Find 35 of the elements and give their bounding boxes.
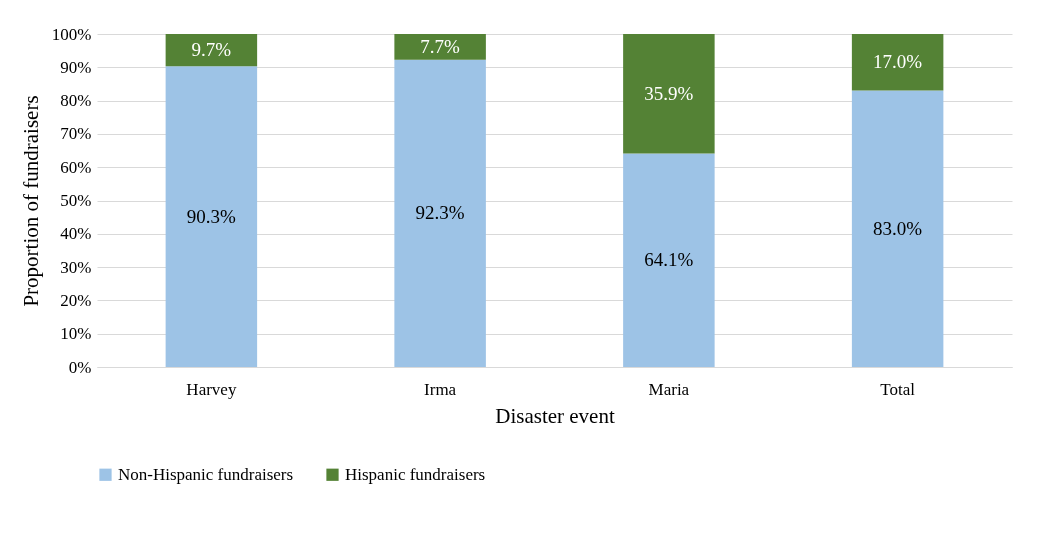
bar <box>165 66 258 367</box>
bar <box>623 34 715 154</box>
legend-label: Non-Hispanic fundraisers <box>118 464 294 484</box>
x-axis-title: Disaster event <box>495 403 615 428</box>
data-label: 90.3% <box>186 205 237 227</box>
y-tick-label: 20% <box>60 290 92 310</box>
x-tick-label: Harvey <box>186 379 237 399</box>
y-tick-label: 70% <box>60 124 92 144</box>
x-tick-label: Irma <box>424 379 457 399</box>
y-tick-label: 100% <box>51 24 92 44</box>
y-tick-label: 50% <box>60 191 92 210</box>
data-label: 17.0% <box>873 51 923 73</box>
bar <box>851 34 944 91</box>
bar <box>623 153 715 367</box>
y-tick-label: 90% <box>60 57 92 77</box>
data-label: 92.3% <box>415 202 465 224</box>
x-tick-label: Total <box>880 379 916 399</box>
y-tick-label: 0% <box>68 357 92 377</box>
y-tick-label: 40% <box>60 224 92 244</box>
x-tick-label: Maria <box>648 379 690 399</box>
y-tick-label: 60% <box>60 157 92 177</box>
y-tick-label: 80% <box>60 91 92 111</box>
data-label: 35.9% <box>644 82 694 104</box>
bar <box>165 34 258 67</box>
data-label: 9.7% <box>191 39 232 61</box>
data-label: 83.0% <box>873 217 923 239</box>
data-label: 7.7% <box>420 35 461 57</box>
bar <box>851 90 944 367</box>
y-axis-title: Proportion of fundraisers <box>18 95 43 307</box>
y-tick-label: 30% <box>60 257 92 277</box>
bar <box>394 59 486 367</box>
y-tick-label: 10% <box>60 324 92 344</box>
data-label: 64.1% <box>644 249 694 271</box>
bar <box>394 34 486 60</box>
legend-label: Hispanic fundraisers <box>345 464 486 484</box>
